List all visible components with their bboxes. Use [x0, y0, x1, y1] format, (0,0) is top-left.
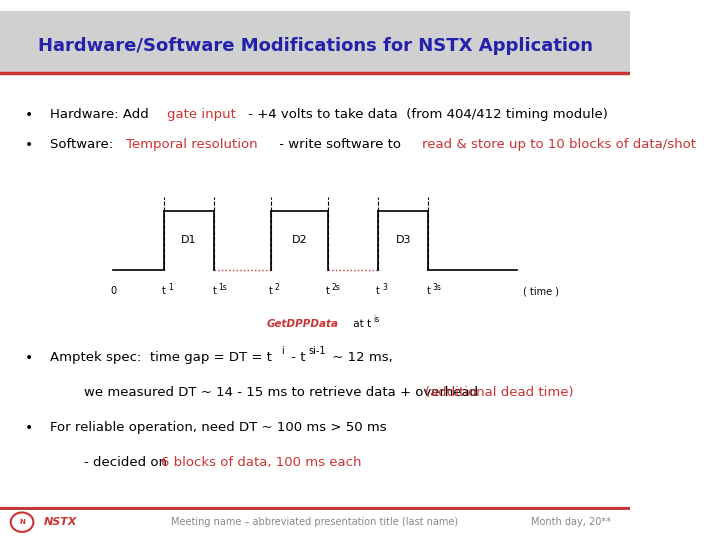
Text: t: t [162, 286, 166, 296]
Text: - decided on: - decided on [50, 456, 171, 469]
Text: Month day, 20**: Month day, 20** [531, 517, 611, 527]
Text: gate input: gate input [167, 108, 235, 121]
Text: •: • [25, 351, 33, 365]
Text: at t: at t [350, 319, 371, 329]
Text: t: t [325, 286, 330, 296]
Text: D2: D2 [292, 235, 307, 245]
Text: 2s: 2s [331, 284, 341, 293]
Text: GetDPPData: GetDPPData [266, 319, 338, 329]
Text: t: t [376, 286, 380, 296]
Text: we measured DT ~ 14 - 15 ms to retrieve data + overhead: we measured DT ~ 14 - 15 ms to retrieve … [50, 386, 479, 399]
Text: - write software to: - write software to [275, 138, 405, 151]
Text: •: • [25, 138, 33, 152]
Text: 0: 0 [110, 286, 117, 296]
Text: 6 blocks of data, 100 ms each: 6 blocks of data, 100 ms each [161, 456, 361, 469]
Text: Hardware: Add: Hardware: Add [50, 108, 153, 121]
Text: read & store up to 10 blocks of data/shot: read & store up to 10 blocks of data/sho… [422, 138, 696, 151]
Text: t: t [212, 286, 216, 296]
Text: ~ 12 ms,: ~ 12 ms, [328, 351, 392, 364]
Text: Amptek spec:  time gap = DT = t: Amptek spec: time gap = DT = t [50, 351, 272, 364]
Text: Hardware/Software Modifications for NSTX Application: Hardware/Software Modifications for NSTX… [37, 37, 593, 55]
Text: 1: 1 [168, 284, 173, 293]
Text: 1s: 1s [218, 284, 227, 293]
Text: t: t [426, 286, 431, 296]
Text: 2: 2 [275, 284, 279, 293]
Text: For reliable operation, need DT ~ 100 ms > 50 ms: For reliable operation, need DT ~ 100 ms… [50, 421, 387, 434]
Text: N: N [19, 519, 25, 525]
Text: - +4 volts to take data  (from 404/412 timing module): - +4 volts to take data (from 404/412 ti… [245, 108, 608, 121]
Text: t: t [269, 286, 273, 296]
Text: i: i [281, 346, 284, 356]
FancyBboxPatch shape [0, 11, 630, 73]
Text: •: • [25, 421, 33, 435]
Text: D1: D1 [181, 235, 197, 245]
Text: si-1: si-1 [309, 346, 326, 356]
Text: D3: D3 [395, 235, 411, 245]
Text: is: is [373, 315, 379, 324]
Text: (additional dead time): (additional dead time) [426, 386, 574, 399]
Text: - t: - t [287, 351, 305, 364]
Text: 3s: 3s [432, 284, 441, 293]
Text: ( time ): ( time ) [523, 286, 559, 296]
Text: •: • [25, 108, 33, 122]
Text: Meeting name – abbreviated presentation title (last name): Meeting name – abbreviated presentation … [171, 517, 459, 527]
Text: 3: 3 [382, 284, 387, 293]
Text: Temporal resolution: Temporal resolution [127, 138, 258, 151]
Text: NSTX: NSTX [44, 517, 78, 527]
Text: Software:: Software: [50, 138, 118, 151]
